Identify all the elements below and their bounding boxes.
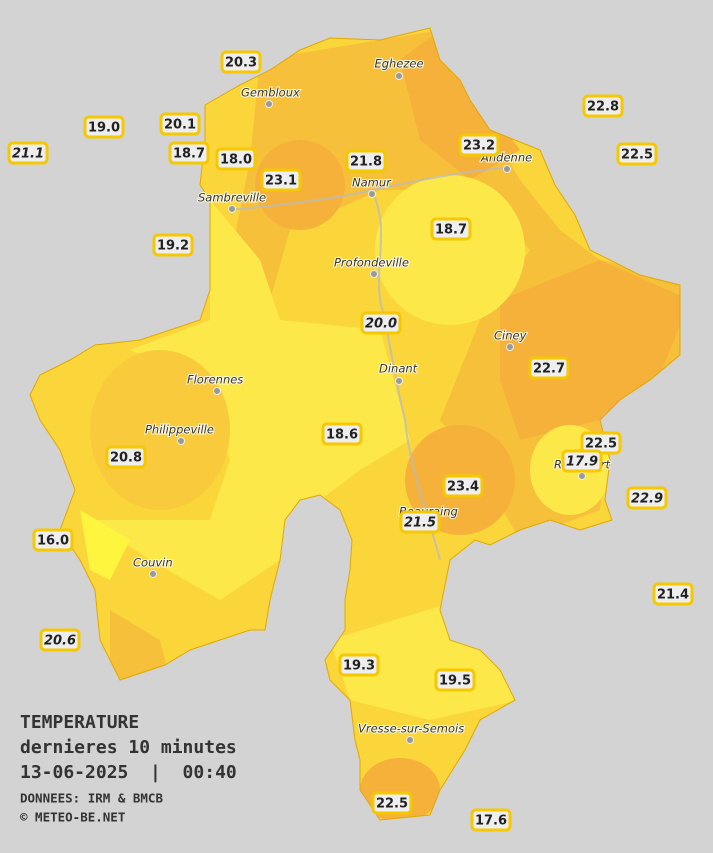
station-value: 20.0 [365, 317, 397, 332]
subtitle: dernieres 10 minutes [20, 737, 237, 758]
station-badge [528, 356, 570, 380]
station-value: 21.4 [657, 588, 689, 603]
station-value: 20.6 [44, 634, 76, 649]
station-badge [399, 510, 441, 534]
station-badge [458, 133, 500, 157]
town-dot [406, 736, 414, 744]
station-badge [220, 50, 262, 74]
station-badge [371, 791, 413, 815]
station-badge [32, 528, 74, 552]
station-badge [582, 94, 624, 118]
station-badge [215, 147, 257, 171]
town-dot [370, 270, 378, 278]
station-value: 22.5 [585, 437, 617, 452]
station-value: 19.3 [343, 659, 375, 674]
source: DONNEES: IRM & BMCB [20, 791, 163, 806]
town-label: Gembloux [241, 86, 300, 100]
station-badge [442, 474, 484, 498]
station-value: 17.9 [566, 455, 598, 470]
station-value: 23.4 [447, 480, 479, 495]
town-dot [368, 190, 376, 198]
station-value: 22.8 [587, 100, 619, 115]
town-dot [503, 165, 511, 173]
town-dot [213, 387, 221, 395]
town-label: Philippeville [145, 423, 214, 437]
station-value: 19.2 [157, 239, 189, 254]
town-dot [506, 343, 514, 351]
station-value: 22.7 [533, 362, 565, 377]
station-value: 20.8 [110, 451, 142, 466]
town-label: Namur [352, 176, 392, 190]
datetime: 13-06-2025 | 00:40 [20, 762, 237, 783]
station-value: 22.9 [631, 492, 663, 507]
station-value: 22.5 [376, 797, 408, 812]
station-value: 18.6 [326, 428, 358, 443]
station-badge [159, 112, 201, 136]
town-dot [177, 437, 185, 445]
station-value: 16.0 [37, 534, 69, 549]
town-label: Eghezee [374, 57, 423, 71]
station-badge [360, 311, 402, 335]
station-badge [83, 115, 125, 139]
station-badge [652, 582, 694, 606]
town-dot [265, 100, 273, 108]
station-value: 17.6 [475, 814, 507, 829]
station-badge [434, 668, 476, 692]
town-dot [149, 570, 157, 578]
town-dot [228, 205, 236, 213]
station-badge [470, 808, 512, 832]
station-value: 20.3 [225, 56, 257, 71]
station-badge [152, 233, 194, 257]
station-badge [260, 168, 302, 192]
town-label: Vresse-sur-Semois [358, 722, 464, 736]
station-value: 18.0 [220, 153, 252, 168]
station-value: 22.5 [621, 148, 653, 163]
town-label: Sambreville [198, 191, 266, 205]
station-badge [39, 628, 81, 652]
station-value: 21.5 [404, 516, 436, 531]
station-badge [430, 217, 472, 241]
town-label: Dinant [379, 362, 418, 376]
station-value: 23.1 [265, 174, 297, 189]
town-dot [395, 72, 403, 80]
station-value: 19.5 [439, 674, 471, 689]
station-value: 20.1 [164, 118, 196, 133]
town-label: Ciney [494, 329, 527, 343]
station-badge [616, 142, 658, 166]
station-badge [338, 653, 380, 677]
station-badge [105, 445, 147, 469]
station-value: 19.0 [88, 121, 120, 136]
station-badge [7, 141, 49, 165]
station-value: 23.2 [463, 139, 495, 154]
station-badge [561, 449, 603, 473]
station-badge [168, 141, 210, 165]
credit: © METEO-BE.NET [20, 810, 125, 825]
station-value: 21.8 [350, 155, 382, 170]
town-dot [578, 472, 586, 480]
station-badge [345, 149, 387, 173]
town-label: Couvin [133, 556, 173, 570]
town-dot [395, 377, 403, 385]
station-badge [321, 422, 363, 446]
town-label: Profondeville [334, 256, 409, 270]
station-badge [626, 486, 668, 510]
station-value: 18.7 [435, 223, 467, 238]
town-label: Florennes [187, 373, 243, 387]
station-value: 18.7 [173, 147, 205, 162]
station-value: 21.1 [12, 147, 44, 162]
title: TEMPERATURE [20, 712, 139, 733]
